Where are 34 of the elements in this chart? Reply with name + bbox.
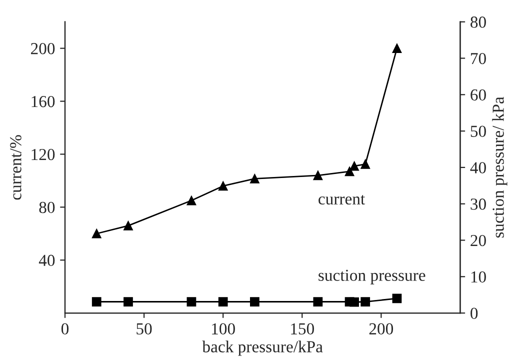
point [313, 170, 323, 180]
y2-tick-label: 20 [470, 234, 486, 246]
point [186, 196, 196, 206]
x-tick-label: 100 [212, 323, 235, 334]
y2-tick-label: 60 [470, 89, 486, 101]
x-tick-label: 150 [291, 323, 314, 334]
y2-tick-label: 0 [470, 308, 478, 319]
point [124, 220, 133, 230]
x-tick-label: 200 [369, 323, 394, 334]
point [218, 181, 228, 191]
y2-tick-label: 50 [470, 126, 486, 137]
y2-tick-label: 10 [471, 271, 486, 283]
y2-axis-title: suction pressure/ kPa [492, 96, 508, 238]
y2-tick-label: 40 [470, 162, 486, 174]
point [392, 44, 402, 53]
point [344, 166, 354, 176]
y-tick-label: 40 [38, 254, 55, 266]
y-tick-label: 80 [39, 202, 55, 214]
series-label: current [318, 195, 366, 205]
y2-tick-label: 70 [471, 52, 486, 64]
x-tick-label: 0 [61, 323, 69, 334]
y2-tick-label: 30 [470, 198, 486, 210]
point [360, 159, 370, 169]
point [92, 228, 102, 238]
x-axis-title: back pressure/kPa [202, 340, 323, 356]
series-label: suction pressure [318, 270, 426, 284]
y2-tick-label: 80 [470, 16, 486, 28]
y-tick-label: 160 [32, 96, 55, 108]
point [250, 174, 260, 184]
y-tick-label: 120 [32, 148, 55, 160]
y-axis-title: current/% [10, 135, 22, 200]
point [350, 161, 359, 171]
x-tick-label: 50 [136, 323, 152, 334]
y-tick-label: 200 [31, 43, 55, 54]
